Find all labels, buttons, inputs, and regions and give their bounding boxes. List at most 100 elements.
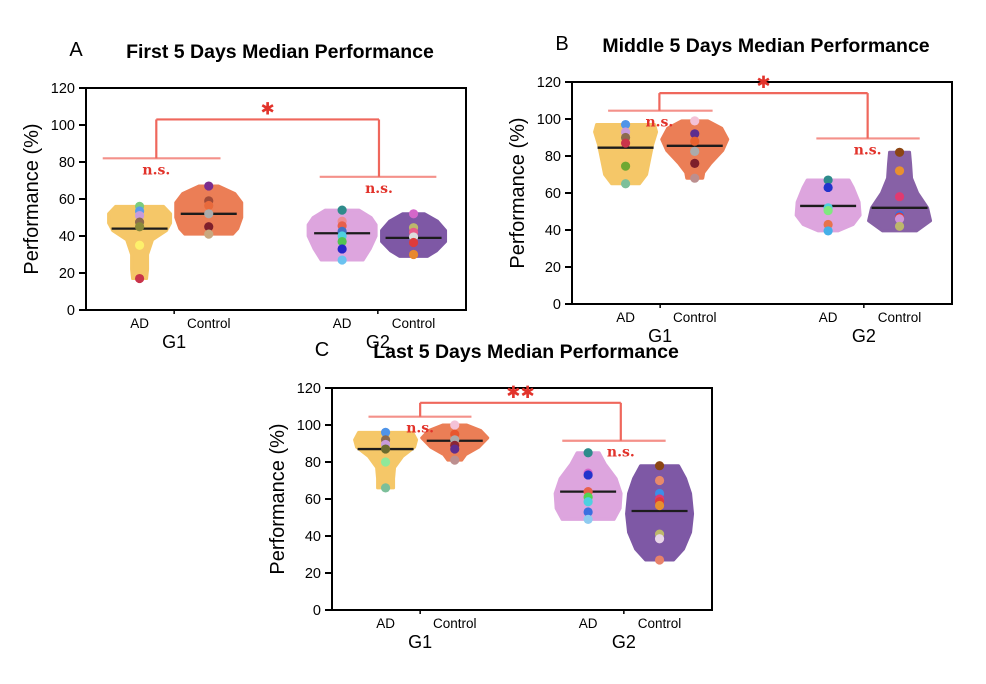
panel-title: First 5 Days Median Performance xyxy=(126,41,434,63)
y-tick-label: 80 xyxy=(59,155,75,171)
x-group-label: G1 xyxy=(162,332,186,352)
y-tick-label: 60 xyxy=(305,492,321,508)
x-category-label: Control xyxy=(878,310,922,325)
panel-b-chart: 0 20 40 60 80 100 120 Performance (%) B Middle 5 … xyxy=(507,33,953,346)
data-point xyxy=(583,448,593,458)
sig-label-g1: n.s. xyxy=(645,115,673,131)
y-tick-label: 120 xyxy=(297,381,321,397)
violin-g2-control xyxy=(625,464,695,562)
y-tick-label: 60 xyxy=(59,192,75,208)
data-point xyxy=(450,444,460,454)
x-group-label: G2 xyxy=(852,326,876,346)
data-point xyxy=(337,255,347,265)
x-category-label: AD xyxy=(376,616,395,631)
data-point xyxy=(620,138,631,148)
panel-letter: B xyxy=(555,33,568,55)
data-point xyxy=(690,129,700,139)
x-group-label: G1 xyxy=(648,326,672,346)
sig-label-g2: n.s. xyxy=(854,142,882,158)
y-tick-label: 120 xyxy=(51,81,75,97)
panel-letter: A xyxy=(69,39,83,61)
x-category-label: AD xyxy=(333,316,352,331)
y-tick-label: 0 xyxy=(67,303,75,319)
y-tick-label: 120 xyxy=(537,75,561,91)
data-point xyxy=(134,222,145,232)
data-point xyxy=(380,457,391,467)
data-point xyxy=(583,497,593,507)
y-tick-label: 20 xyxy=(545,260,561,276)
y-axis-label: Performance (%) xyxy=(21,123,43,274)
x-group-label: G2 xyxy=(612,632,636,652)
data-point xyxy=(620,179,631,189)
data-point xyxy=(337,236,347,247)
data-point xyxy=(450,455,460,465)
data-point xyxy=(690,136,700,146)
y-tick-label: 20 xyxy=(59,266,75,282)
sig-label-main: ✱✱ xyxy=(506,383,534,402)
x-group-label: G2 xyxy=(366,332,390,352)
data-point xyxy=(408,249,419,260)
data-point xyxy=(690,146,700,156)
sig-label-g2: n.s. xyxy=(607,445,635,461)
y-tick-label: 20 xyxy=(305,566,321,582)
sig-label-g2: n.s. xyxy=(365,181,393,197)
data-point xyxy=(204,222,214,232)
violin-g2-control xyxy=(867,150,933,233)
panel-c: 0 20 40 60 80 100 120 Performance (%) C Last 5 Da… xyxy=(260,330,730,655)
data-point xyxy=(894,147,905,157)
data-point xyxy=(823,219,833,230)
data-point xyxy=(380,427,391,437)
data-point xyxy=(204,209,214,219)
panel-title: Middle 5 Days Median Performance xyxy=(602,35,929,57)
data-point xyxy=(134,273,145,284)
data-point xyxy=(583,470,593,480)
violin-g2-ad xyxy=(553,451,623,521)
data-point xyxy=(894,166,905,176)
x-category-label: AD xyxy=(130,316,149,331)
sig-label-main: ✱ xyxy=(261,99,275,118)
sig-label-g1: n.s. xyxy=(406,421,434,437)
data-point xyxy=(337,244,347,254)
y-tick-label: 80 xyxy=(305,455,321,471)
x-category-label: AD xyxy=(579,616,598,631)
y-axis-label: Performance (%) xyxy=(507,117,529,268)
data-point xyxy=(654,461,665,471)
x-category-label: Control xyxy=(673,310,717,325)
data-point xyxy=(620,161,631,171)
data-point xyxy=(654,555,665,565)
data-point xyxy=(408,237,419,248)
data-point xyxy=(450,420,460,430)
y-tick-label: 100 xyxy=(537,112,561,128)
x-group-label: G1 xyxy=(408,632,432,652)
x-category-label: Control xyxy=(392,316,436,331)
y-tick-label: 40 xyxy=(59,229,75,245)
data-point xyxy=(894,221,905,231)
y-tick-label: 0 xyxy=(313,603,321,619)
y-tick-label: 100 xyxy=(297,418,321,434)
data-point xyxy=(134,211,145,221)
data-point xyxy=(894,214,905,224)
data-point xyxy=(823,205,833,216)
panel-b: 0 20 40 60 80 100 120 Performance (%) B Middle 5 … xyxy=(500,24,970,349)
panel-a-chart: 0 20 40 60 80 100 120 Performance (%) A First 5 D… xyxy=(21,39,467,352)
data-point xyxy=(204,229,214,239)
data-point xyxy=(583,514,593,524)
data-point xyxy=(380,483,391,493)
data-point xyxy=(823,182,833,193)
panel-letter: C xyxy=(315,339,329,361)
data-point xyxy=(408,209,419,219)
data-point xyxy=(823,175,833,185)
data-point xyxy=(620,119,631,130)
x-category-label: AD xyxy=(616,310,635,325)
data-point xyxy=(583,507,593,517)
data-point xyxy=(204,181,214,191)
y-tick-label: 40 xyxy=(305,529,321,545)
data-point xyxy=(690,173,700,183)
x-category-label: AD xyxy=(819,310,838,325)
sig-label-g1: n.s. xyxy=(142,162,170,178)
x-category-label: Control xyxy=(187,316,231,331)
violin-g1-ad xyxy=(593,123,659,186)
sig-label-main: ✱ xyxy=(756,73,770,92)
y-axis-label: Performance (%) xyxy=(267,423,289,574)
